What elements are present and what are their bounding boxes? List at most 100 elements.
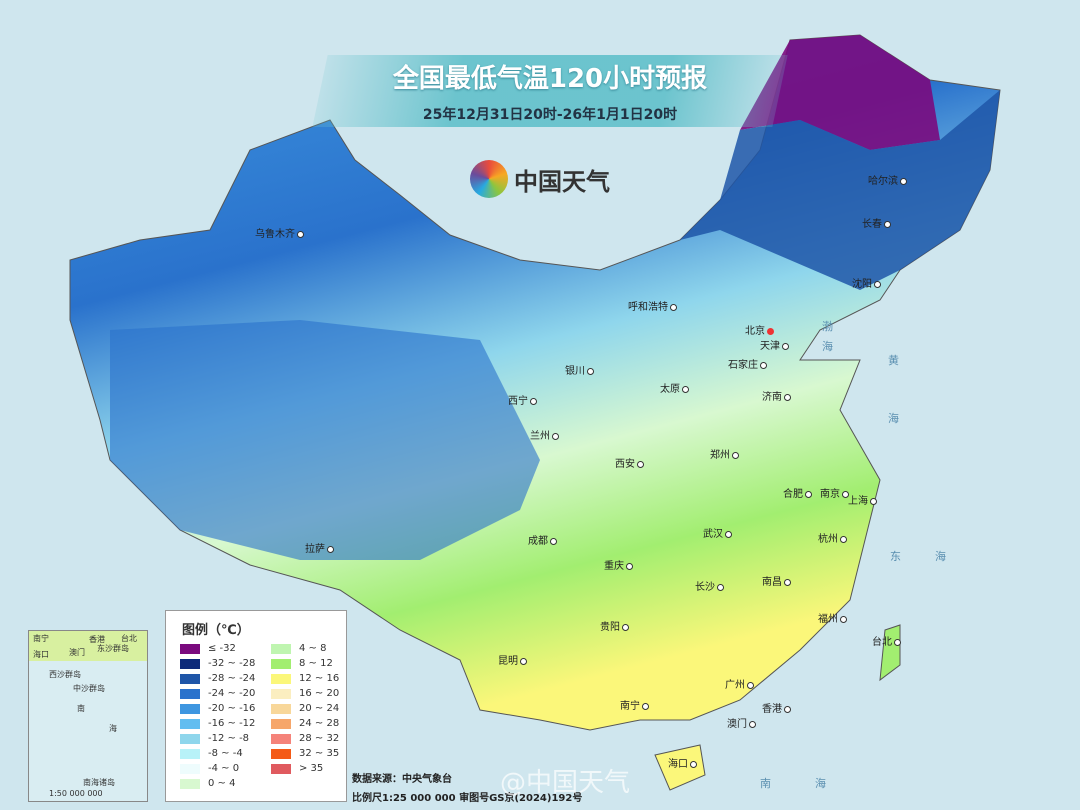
city-marker-icon	[327, 545, 334, 553]
sea-label: 黄	[888, 354, 899, 367]
inset-label: 中沙群岛	[73, 684, 105, 693]
city-marker-icon	[626, 562, 633, 570]
city-marker-icon	[732, 451, 739, 459]
city-label: 天津	[760, 337, 791, 352]
city-marker-icon	[520, 657, 527, 665]
legend-swatch	[271, 658, 291, 669]
legend-item: 4 ~ 8	[271, 643, 326, 654]
city-label: 呼和浩特	[628, 298, 679, 313]
tibet-cold-region	[110, 320, 540, 560]
city-label: 海口	[668, 755, 699, 770]
china-weather-logo-icon	[470, 160, 508, 198]
city-marker-icon	[840, 615, 847, 623]
legend-swatch	[271, 718, 291, 729]
city-marker-icon	[900, 177, 907, 185]
sea-label: 东	[890, 550, 901, 563]
city-marker-icon	[725, 530, 732, 538]
page-title: 全国最低气温120小时预报	[392, 64, 708, 94]
legend-swatch	[180, 643, 200, 654]
city-marker-icon	[840, 535, 847, 543]
legend-item: -4 ~ 0	[180, 763, 239, 774]
city-marker-icon	[760, 361, 767, 369]
sea-label: 海	[888, 412, 899, 425]
legend-item: 8 ~ 12	[271, 658, 333, 669]
inset-label: 南海诸岛	[83, 778, 115, 787]
city-marker-icon	[670, 303, 677, 311]
inset-label: 东沙群岛	[97, 644, 129, 653]
city-marker-icon	[550, 537, 557, 545]
sea-label: 海	[935, 550, 946, 563]
city-label: 贵阳	[600, 618, 631, 633]
city-label: 北京	[745, 322, 776, 337]
legend-swatch	[271, 703, 291, 714]
inset-label: 海口	[33, 650, 49, 659]
legend-swatch	[271, 673, 291, 684]
city-marker-icon	[637, 460, 644, 468]
legend-item: -12 ~ -8	[180, 733, 249, 744]
legend-item: -20 ~ -16	[180, 703, 255, 714]
city-marker-icon	[767, 327, 774, 335]
city-label: 南宁	[620, 697, 651, 712]
city-label: 广州	[725, 676, 756, 691]
legend-item: 32 ~ 35	[271, 748, 339, 759]
city-label: 沈阳	[852, 275, 883, 290]
legend-item: 20 ~ 24	[271, 703, 339, 714]
legend-swatch	[271, 733, 291, 744]
city-label: 南京	[820, 485, 851, 500]
city-label: 哈尔滨	[868, 172, 909, 187]
city-marker-icon	[717, 583, 724, 591]
city-marker-icon	[870, 497, 877, 505]
legend-swatch	[271, 748, 291, 759]
city-label: 郑州	[710, 446, 741, 461]
city-label: 上海	[848, 492, 879, 507]
sea-label: 海	[822, 340, 833, 353]
city-marker-icon	[552, 432, 559, 440]
legend-swatch	[271, 763, 291, 774]
city-label: 石家庄	[728, 356, 769, 371]
city-marker-icon	[805, 490, 812, 498]
city-label: 成都	[528, 532, 559, 547]
inset-land	[29, 631, 147, 661]
city-marker-icon	[297, 230, 304, 238]
legend-item: 24 ~ 28	[271, 718, 339, 729]
map-scale: 比例尺1:25 000 000 审图号GS京(2024)192号	[352, 793, 583, 804]
city-label: 昆明	[498, 652, 529, 667]
legend-item: -32 ~ -28	[180, 658, 255, 669]
sea-label: 海	[815, 777, 826, 790]
south-china-sea-inset: 南宁 香港 台北 海口 澳门 东沙群岛 西沙群岛 中沙群岛南海南海诸岛 1:50 000 000	[28, 630, 148, 802]
city-label: 长沙	[695, 578, 726, 593]
forecast-period: 25年12月31日20时-26年1月1日20时	[422, 107, 678, 123]
city-marker-icon	[842, 490, 849, 498]
sea-label: 南	[760, 777, 771, 790]
city-label: 长春	[862, 215, 893, 230]
legend-item: -24 ~ -20	[180, 688, 255, 699]
legend-item: ≤ -32	[180, 643, 236, 654]
legend: 图例（℃） ≤ -32 -32 ~ -28 -28 ~ -24 -24 ~ -20 -2…	[165, 610, 347, 802]
inset-label: 南	[77, 704, 85, 713]
legend-item: -16 ~ -12	[180, 718, 255, 729]
inset-label: 香港	[89, 635, 105, 644]
city-label: 香港	[762, 700, 793, 715]
legend-item: 16 ~ 20	[271, 688, 339, 699]
legend-item: 12 ~ 16	[271, 673, 339, 684]
city-marker-icon	[747, 681, 754, 689]
city-marker-icon	[894, 638, 901, 646]
legend-item: > 35	[271, 763, 323, 774]
city-marker-icon	[690, 760, 697, 768]
inset-label: 海	[109, 724, 117, 733]
city-label: 银川	[565, 362, 596, 377]
legend-swatch	[180, 658, 200, 669]
legend-swatch	[180, 748, 200, 759]
city-marker-icon	[530, 397, 537, 405]
city-marker-icon	[784, 705, 791, 713]
city-label: 拉萨	[305, 540, 336, 555]
legend-swatch	[180, 703, 200, 714]
city-label: 西安	[615, 455, 646, 470]
city-label: 南昌	[762, 573, 793, 588]
legend-item: -8 ~ -4	[180, 748, 243, 759]
city-label: 乌鲁木齐	[255, 225, 306, 240]
city-label: 济南	[762, 388, 793, 403]
watermark: @中国天气	[500, 768, 631, 798]
hainan	[654, 744, 706, 791]
